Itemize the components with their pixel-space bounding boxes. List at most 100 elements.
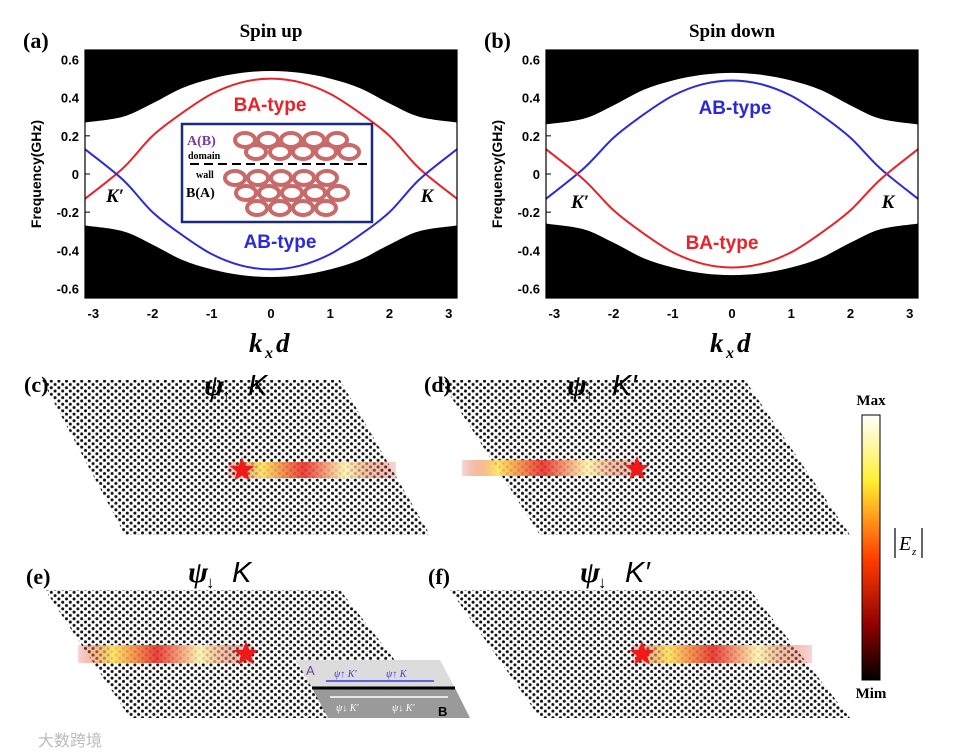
field-stripe xyxy=(78,645,253,663)
valley-label: K′ xyxy=(570,192,589,213)
curve-label: AB-type xyxy=(244,232,317,253)
field-stripe xyxy=(228,462,396,478)
valley-label: K xyxy=(881,192,896,213)
panel-label: (d) xyxy=(424,372,451,397)
x-tick-label: -3 xyxy=(88,306,100,321)
watermark: 大数跨境 xyxy=(38,731,102,750)
curve-label: BA-type xyxy=(686,233,759,254)
lattices xyxy=(42,380,850,718)
valley: K′ xyxy=(625,557,651,589)
y-tick-label: 0.4 xyxy=(61,91,80,106)
region-a xyxy=(296,660,455,688)
chart-title: Spin up xyxy=(240,21,303,42)
y-tick-label: 0.2 xyxy=(522,129,540,144)
x-tick-label: 3 xyxy=(906,306,913,321)
panel-label: (a) xyxy=(23,28,49,53)
spin: ↓ xyxy=(598,573,607,592)
y-tick-label: 0.6 xyxy=(61,53,79,68)
x-axis-label: k xyxy=(249,328,263,358)
psi: ψ xyxy=(188,556,209,589)
x-tick-label: 0 xyxy=(267,306,274,321)
y-tick-label: 0.4 xyxy=(522,91,541,106)
bulk-band xyxy=(546,223,918,298)
source-star xyxy=(624,456,650,480)
x-axis-label-sub: x xyxy=(264,345,273,362)
lattice xyxy=(42,380,430,535)
y-tick-label: 0.2 xyxy=(61,129,79,144)
colorbar xyxy=(861,414,881,681)
x-tick-label: 2 xyxy=(386,306,393,321)
edge-state xyxy=(84,77,458,200)
curve-label: AB-type xyxy=(699,98,772,119)
spin: ↑ xyxy=(585,386,594,405)
mode-label: ψ↑ K xyxy=(386,669,408,680)
bulk-band xyxy=(85,225,457,298)
inset-e: A B ψ↑ K′ ψ↑ K ψ↓ K′ ψ↓ K′ xyxy=(296,660,470,719)
psi: ψ xyxy=(204,369,225,402)
x-axis-label-tail: d xyxy=(276,328,290,358)
colorbar-label-sub: z xyxy=(911,546,917,558)
x-tick-label: -2 xyxy=(608,306,620,321)
source-star xyxy=(629,641,655,665)
valley: K xyxy=(232,557,253,589)
bulk-band xyxy=(85,50,457,123)
inset-a: A(B) domain wall B(A) xyxy=(180,122,374,224)
x-tick-label: -1 xyxy=(206,306,218,321)
colorbar-max: Max xyxy=(856,393,886,409)
x-axis-label-sub: x xyxy=(725,345,734,362)
mode-label: ψ↓ K′ xyxy=(336,703,359,714)
psi: ψ xyxy=(580,556,601,589)
x-tick-label: 3 xyxy=(445,306,452,321)
chart-title: Spin down xyxy=(689,21,776,42)
y-axis-label: Frequency(GHz) xyxy=(28,120,44,228)
valley-label: K xyxy=(420,186,435,207)
bulk-band xyxy=(546,50,918,125)
x-tick-label: 1 xyxy=(327,306,334,321)
edge-state xyxy=(545,148,919,269)
x-tick-label: -1 xyxy=(667,306,679,321)
x-axis-label-tail: d xyxy=(737,328,751,358)
inset-label: wall xyxy=(196,170,214,181)
mode-label: ψ↑ K′ xyxy=(334,669,357,680)
source-star xyxy=(233,641,259,665)
y-tick-label: -0.4 xyxy=(518,243,541,258)
curve-label: BA-type xyxy=(234,95,307,116)
x-tick-label: -3 xyxy=(549,306,561,321)
lattice xyxy=(440,380,850,535)
y-tick-label: -0.6 xyxy=(57,281,79,296)
x-tick-label: 2 xyxy=(847,306,854,321)
psi: ψ xyxy=(567,369,588,402)
field-stripe xyxy=(462,460,642,476)
y-tick-label: 0.6 xyxy=(522,53,540,68)
y-tick-label: -0.6 xyxy=(518,281,540,296)
rings xyxy=(223,131,361,217)
mode-label: ψ↓ K′ xyxy=(392,703,415,714)
y-axis-label: Frequency(GHz) xyxy=(489,120,505,228)
region-label: B xyxy=(438,704,447,719)
edge-state xyxy=(84,148,458,271)
spin: ↓ xyxy=(206,573,215,592)
x-tick-label: -2 xyxy=(147,306,159,321)
panel-label: (c) xyxy=(24,372,48,397)
panel-label: (e) xyxy=(26,564,50,589)
inset-label: A(B) xyxy=(187,134,216,149)
valley: K′ xyxy=(612,370,638,402)
inset-label: domain xyxy=(188,151,221,162)
y-tick-label: 0 xyxy=(533,167,540,182)
inset-label: B(A) xyxy=(186,186,215,201)
y-tick-label: 0 xyxy=(72,167,79,182)
source-star xyxy=(229,457,255,481)
y-tick-label: -0.4 xyxy=(57,243,80,258)
x-axis-label: k xyxy=(710,328,724,358)
x-tick-label: 1 xyxy=(788,306,795,321)
panel-label: (b) xyxy=(484,28,511,53)
y-tick-label: -0.2 xyxy=(57,205,79,220)
spin: ↑ xyxy=(222,386,231,405)
y-tick-label: -0.2 xyxy=(518,205,540,220)
panel-label: (f) xyxy=(428,564,450,589)
colorbar-min: Mim xyxy=(856,686,887,702)
field-stripe xyxy=(632,645,812,663)
x-tick-label: 0 xyxy=(728,306,735,321)
region-label: A xyxy=(306,663,315,678)
